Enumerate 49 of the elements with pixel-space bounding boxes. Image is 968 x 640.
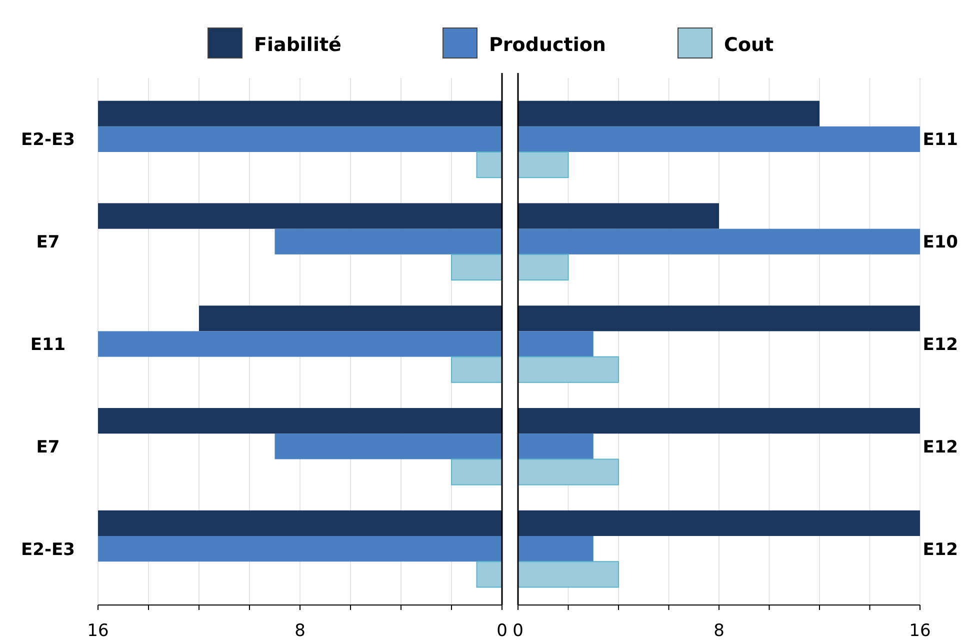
y-tick-label: E10	[922, 232, 958, 253]
y-tick-label: E11	[30, 335, 66, 355]
y-tick-label: E2-E3	[21, 130, 75, 150]
x-tick-label: 16	[909, 621, 931, 640]
bar	[98, 126, 502, 152]
y-tick-label: E7	[36, 232, 60, 253]
bar	[518, 408, 920, 434]
x-tick-label: 0	[496, 621, 508, 640]
bar	[518, 126, 920, 152]
bar	[518, 458, 619, 486]
bar	[518, 536, 594, 562]
bar	[518, 356, 619, 383]
y-tick-label: E12	[922, 540, 958, 560]
bar	[451, 356, 502, 383]
bar	[98, 331, 502, 357]
y-tick-label: E12	[922, 335, 958, 355]
bar	[518, 561, 619, 588]
bar	[98, 408, 502, 434]
y-tick-label: E11	[922, 130, 958, 150]
legend-label: Production	[489, 34, 606, 56]
bar	[199, 306, 502, 332]
bar	[98, 536, 502, 562]
y-tick-label: E7	[36, 437, 60, 458]
bar	[518, 306, 920, 332]
bar	[476, 561, 502, 588]
bar	[274, 434, 502, 460]
bar	[518, 254, 569, 280]
x-tick-label: 16	[87, 621, 109, 640]
bar	[451, 254, 502, 280]
y-tick-label: E12	[922, 437, 958, 458]
bar	[476, 152, 502, 178]
bar	[274, 228, 502, 254]
bar	[98, 510, 502, 536]
bar	[518, 100, 820, 126]
legend-label: Cout	[724, 34, 774, 56]
bar	[518, 152, 569, 178]
legend-label: Fiabilité	[254, 34, 342, 56]
bar	[451, 458, 502, 486]
x-tick-label: 0	[512, 621, 524, 640]
bar	[518, 203, 719, 229]
x-tick-label: 8	[294, 621, 306, 640]
bar	[518, 510, 920, 536]
bar	[98, 100, 502, 126]
bar	[518, 228, 920, 254]
y-tick-label: E2-E3	[21, 540, 75, 560]
bar	[98, 203, 502, 229]
bar	[518, 331, 594, 357]
bar	[518, 434, 594, 460]
x-tick-label: 8	[714, 621, 724, 640]
